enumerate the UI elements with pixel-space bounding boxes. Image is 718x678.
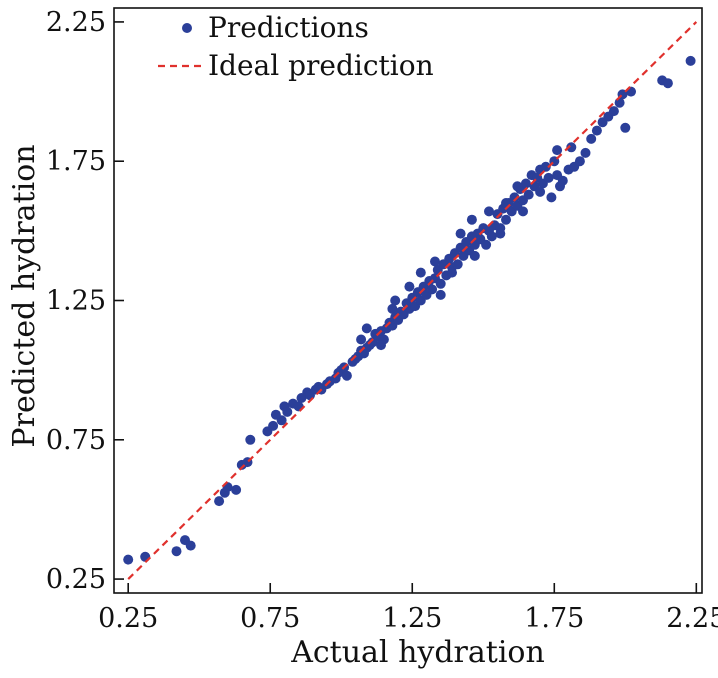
y-tick-label: 1.25	[46, 286, 106, 317]
x-tick-label: 1.75	[524, 603, 584, 634]
prediction-point	[435, 289, 446, 300]
x-tick-label: 0.25	[98, 603, 158, 634]
y-tick-label: 2.25	[46, 7, 106, 38]
x-axis-title: Actual hydration	[290, 635, 545, 670]
y-tick-label: 1.75	[46, 146, 106, 177]
prediction-point	[356, 334, 367, 345]
prediction-point	[574, 156, 585, 167]
prediction-point	[376, 340, 386, 351]
prediction-point	[518, 206, 528, 217]
prediction-point	[427, 284, 438, 295]
prediction-point	[484, 206, 494, 217]
points-layer	[123, 55, 696, 565]
prediction-point	[341, 370, 352, 381]
prediction-point	[620, 122, 631, 133]
legend-ideal-prediction-label: Ideal prediction	[208, 49, 434, 82]
prediction-point	[608, 106, 619, 117]
prediction-point	[580, 147, 591, 158]
prediction-point	[495, 228, 506, 239]
prediction-point	[591, 125, 602, 136]
prediction-point	[361, 323, 372, 334]
y-tick-label: 0.75	[46, 425, 106, 456]
prediction-point	[552, 145, 563, 156]
prediction-point	[546, 192, 557, 203]
prediction-point	[435, 278, 446, 289]
x-axis-ticks: 0.25 0.75 1.25 1.75 2.25	[98, 583, 718, 634]
prediction-point	[512, 181, 523, 192]
prediction-point	[662, 78, 673, 89]
prediction-point	[185, 540, 196, 551]
prediction-point	[282, 406, 293, 417]
prediction-point	[523, 189, 534, 200]
prediction-point	[430, 256, 440, 267]
prediction-point	[469, 250, 480, 261]
prediction-point	[171, 546, 182, 557]
prediction-point	[543, 172, 554, 183]
legend-predictions-marker	[182, 23, 192, 33]
x-tick-label: 0.75	[240, 603, 300, 634]
prediction-point	[268, 420, 279, 431]
prediction-point	[415, 267, 426, 278]
prediction-point	[481, 239, 492, 250]
legend: Predictions Ideal prediction	[158, 11, 434, 82]
prediction-point	[486, 231, 497, 242]
prediction-point	[540, 161, 551, 172]
y-tick-label: 0.25	[46, 564, 106, 595]
prediction-point	[566, 142, 577, 153]
prediction-point	[557, 175, 568, 186]
y-axis-title: Predicted hydration	[7, 144, 42, 447]
prediction-point	[452, 259, 463, 270]
prediction-point	[520, 178, 531, 189]
prediction-point	[404, 281, 415, 292]
prediction-point	[214, 496, 225, 507]
prediction-point	[387, 303, 398, 314]
prediction-point	[535, 186, 546, 197]
ideal-prediction-line	[127, 21, 698, 580]
prediction-point	[466, 214, 477, 225]
prediction-point	[390, 295, 401, 306]
prediction-point	[123, 554, 134, 565]
prediction-point	[245, 434, 256, 445]
x-tick-label: 1.25	[382, 603, 442, 634]
prediction-point	[586, 133, 597, 144]
prediction-point	[501, 214, 511, 225]
x-tick-label: 2.25	[666, 603, 718, 634]
prediction-point	[509, 192, 520, 203]
prediction-point	[270, 409, 281, 420]
y-axis-ticks: 0.25 0.75 1.25 1.75 2.25	[46, 7, 124, 595]
prediction-point	[231, 484, 242, 495]
legend-predictions-label: Predictions	[208, 11, 369, 44]
prediction-point	[685, 55, 696, 66]
prediction-point	[455, 228, 466, 239]
prediction-point	[447, 267, 457, 278]
